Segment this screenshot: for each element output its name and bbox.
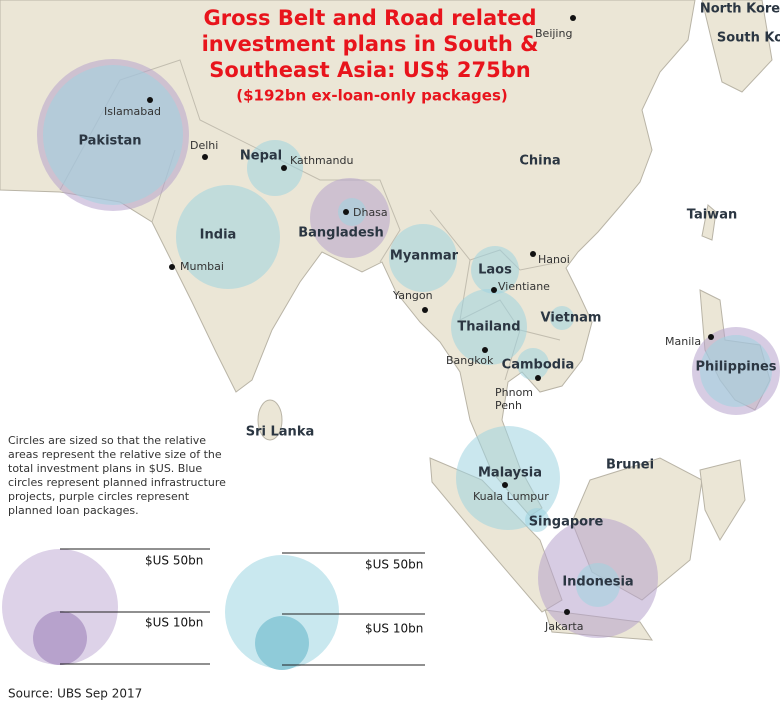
city-label: Mumbai	[180, 260, 224, 273]
country-label: China	[519, 154, 560, 169]
circles	[37, 59, 780, 638]
country-label: Taiwan	[687, 208, 737, 223]
city-label: Beijing	[535, 27, 572, 40]
city-label: Jakarta	[544, 620, 583, 633]
city-label: Islamabad	[104, 105, 161, 118]
subtitle: ($192bn ex-loan-only packages)	[236, 87, 507, 105]
country-label: Myanmar	[390, 249, 459, 264]
country-label: North Kore	[700, 2, 780, 17]
legend-label: $US 50bn	[365, 558, 423, 572]
city-label: Hanoi	[538, 253, 570, 266]
city-label: Vientiane	[498, 280, 550, 293]
country-label: Laos	[478, 263, 512, 278]
country-label: South Ko	[717, 31, 780, 46]
country-label: Sri Lanka	[246, 425, 315, 440]
country-label: Indonesia	[562, 575, 633, 590]
country-label: Bangladesh	[298, 226, 384, 241]
note: planned loan packages.	[8, 504, 139, 517]
legend-label: $US 10bn	[365, 622, 423, 636]
country-label: Singapore	[529, 515, 604, 530]
country-label: India	[200, 228, 237, 243]
city-dots	[147, 15, 714, 615]
title: Southeast Asia: US$ 275bn	[209, 58, 531, 82]
source: Source: UBS Sep 2017	[8, 687, 142, 701]
note: Circles are sized so that the relative	[8, 434, 206, 447]
city-label: Delhi	[190, 139, 218, 152]
footer	[0, 680, 780, 709]
legend: $US 50bn $US 10bn $US 50bn $US 10bn	[0, 535, 440, 675]
city-label: Kuala Lumpur	[473, 490, 549, 503]
city-label: Yangon	[392, 289, 433, 302]
country-label: Brunei	[606, 458, 654, 473]
city-label: Penh	[495, 399, 522, 412]
city-label: Manila	[665, 335, 701, 348]
note: areas represent the relative size of the	[8, 448, 222, 461]
city-label: Dhasa	[353, 206, 388, 219]
note: projects, purple circles represent	[8, 490, 190, 503]
country-label: Vietnam	[541, 311, 602, 326]
country-label: Cambodia	[502, 358, 575, 373]
city-label: Kathmandu	[290, 154, 353, 167]
city-label: Bangkok	[446, 354, 494, 367]
note-box	[0, 430, 240, 530]
country-label: Thailand	[457, 320, 520, 335]
country-label: Malaysia	[478, 466, 542, 481]
note: total investment plans in $US. Blue	[8, 462, 202, 475]
country-label: Nepal	[240, 149, 282, 164]
title: Gross Belt and Road related	[204, 6, 537, 30]
note: circles represent planned infrastructure	[8, 476, 226, 489]
legend-label: $US 10bn	[145, 616, 203, 630]
country-label: Pakistan	[78, 134, 141, 149]
title: investment plans in South &	[202, 32, 539, 56]
legend-label: $US 50bn	[145, 554, 203, 568]
city-label: Phnom	[495, 386, 533, 399]
country-label: Philippines	[695, 360, 776, 375]
